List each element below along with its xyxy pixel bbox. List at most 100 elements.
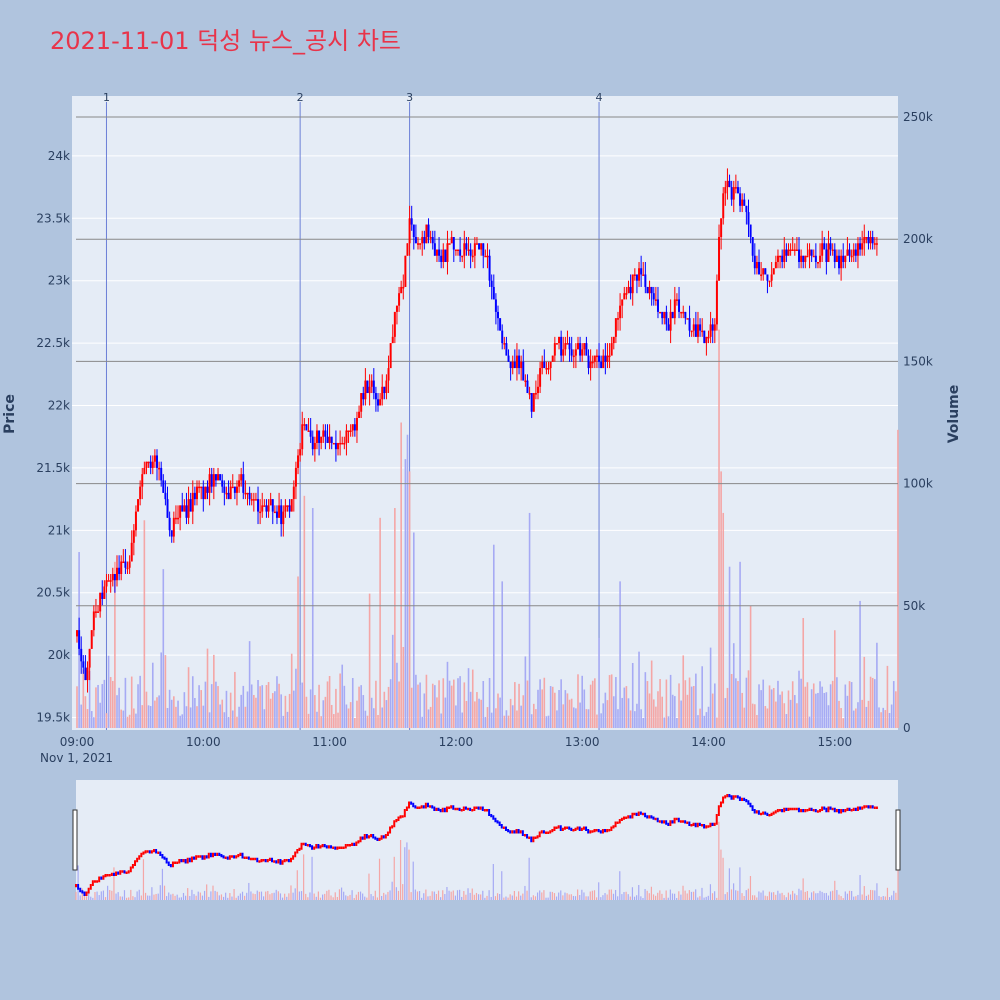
volume-bar (800, 678, 802, 728)
mini-candle (218, 852, 221, 856)
volume-bar (516, 710, 518, 728)
volume-bar (720, 471, 722, 728)
mini-candle (237, 854, 240, 858)
mini-volume-bar (397, 890, 400, 900)
mini-volume-bar (819, 890, 821, 900)
volume-bar (231, 710, 234, 728)
mini-candle (760, 812, 762, 816)
mini-candle (319, 845, 322, 849)
mini-volume-bar (168, 892, 170, 900)
candle-body (555, 343, 558, 345)
range-slider-left-handle[interactable] (72, 809, 78, 871)
volume-bar (690, 686, 693, 728)
mini-volume-bar (880, 896, 882, 900)
mini-candle (827, 806, 830, 813)
price-tick-label: 21.5k (36, 461, 70, 475)
mini-volume-bar (410, 892, 412, 900)
candle-body (440, 255, 443, 262)
mini-volume-bar (642, 898, 644, 900)
candle-body (328, 436, 331, 443)
mini-candle (829, 806, 832, 810)
mini-volume-bar (107, 885, 109, 900)
mini-candle (500, 824, 503, 829)
mini-candle (254, 857, 257, 861)
mini-volume-bar (340, 887, 343, 900)
mini-volume-bar (848, 890, 851, 900)
mini-volume-bar (895, 892, 897, 900)
mini-candle (859, 806, 862, 810)
volume-bar (634, 711, 636, 728)
volume-bar (785, 714, 788, 728)
mini-candle (692, 822, 695, 826)
mini-candle (376, 837, 379, 841)
mini-volume-bar (201, 895, 204, 900)
candle-body (734, 187, 737, 189)
volume-bar (754, 704, 756, 728)
mini-volume-bar (416, 891, 419, 900)
mini-volume-bar (745, 890, 747, 900)
mini-volume-bar (193, 894, 195, 900)
volume-bar (505, 710, 508, 728)
candle-body (402, 286, 405, 289)
volume-bar (400, 422, 402, 728)
candle-body (499, 318, 502, 331)
volume-bar (711, 693, 714, 728)
mini-candle (852, 807, 855, 811)
volume-bar (543, 677, 546, 728)
candle-body (120, 561, 123, 574)
range-slider-right-handle[interactable] (895, 809, 901, 871)
mini-volume-bar (109, 889, 111, 900)
mini-volume-bar (94, 892, 96, 900)
mini-volume-bar (760, 892, 762, 900)
mini-volume-bar (623, 892, 625, 900)
mini-candle (582, 826, 585, 830)
volume-bar (116, 695, 118, 728)
mini-volume-bar (125, 897, 128, 900)
mini-candle (515, 829, 518, 834)
mini-volume-bar (326, 890, 328, 900)
mini-candle (214, 852, 217, 856)
mini-candle (102, 875, 105, 880)
volume-bar (831, 680, 834, 728)
mini-volume-bar (402, 884, 404, 900)
mini-volume-bar (461, 896, 463, 900)
mini-candle (260, 859, 263, 863)
mini-volume-bar (425, 889, 427, 900)
range-slider-area[interactable] (76, 780, 898, 900)
volume-bar (859, 600, 861, 728)
volume-bar (194, 698, 196, 728)
mini-volume-bar (499, 894, 501, 900)
volume-bar (678, 683, 680, 728)
mini-volume-bar (564, 892, 566, 900)
candle-body (204, 486, 207, 500)
mini-volume-bar (829, 891, 832, 900)
mini-volume-bar (638, 885, 640, 900)
news-marker-label: 3 (406, 91, 413, 104)
volume-bar (187, 667, 190, 728)
mini-candle (123, 870, 126, 874)
volume-bar (684, 680, 687, 728)
candle-body (183, 505, 186, 512)
candle-body (610, 343, 613, 356)
candle-body (650, 286, 653, 294)
candle-body (547, 368, 550, 370)
mini-candle (155, 849, 158, 854)
candle-body (301, 424, 304, 450)
mini-volume-bar (92, 897, 94, 900)
mini-candle (521, 830, 524, 836)
volume-bar (151, 662, 154, 728)
volume-bar (162, 569, 165, 728)
mini-candle (812, 809, 815, 812)
mini-candle (865, 805, 868, 808)
candle-body (172, 517, 175, 537)
mini-candle (606, 829, 609, 833)
candle-body (101, 592, 104, 599)
mini-candle (403, 809, 406, 818)
main-plot-area[interactable] (72, 96, 898, 730)
volume-bar (133, 708, 135, 728)
candle-body (227, 492, 230, 500)
volume-bar (459, 676, 461, 728)
mini-candle (441, 807, 444, 813)
volume-bar (105, 713, 108, 728)
mini-candle (530, 836, 533, 843)
